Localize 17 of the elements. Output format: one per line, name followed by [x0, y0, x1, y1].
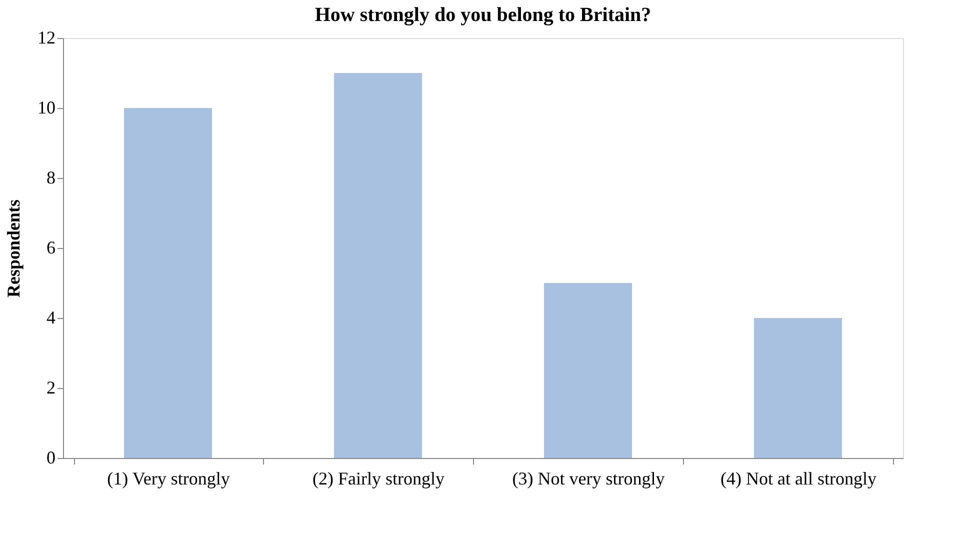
y-tick-label: 6 [46, 238, 56, 258]
y-tick-label: 2 [46, 378, 56, 398]
y-tick-label: 8 [46, 168, 56, 188]
bar [754, 318, 842, 458]
x-tick-label: (4) Not at all strongly [720, 468, 876, 488]
chart-title: How strongly do you belong to Britain? [314, 4, 652, 26]
x-tick-label: (1) Very strongly [107, 468, 230, 488]
bar [124, 108, 212, 458]
x-tick-label: (3) Not very strongly [512, 468, 665, 488]
y-tick-label: 10 [38, 98, 56, 118]
y-tick-label: 0 [46, 448, 56, 468]
y-axis-title: Respondents [4, 199, 24, 298]
y-tick-label: 12 [38, 28, 56, 48]
bar [544, 283, 632, 458]
x-tick-label: (2) Fairly strongly [312, 468, 444, 488]
y-tick-label: 4 [46, 308, 56, 328]
bar [334, 73, 422, 458]
